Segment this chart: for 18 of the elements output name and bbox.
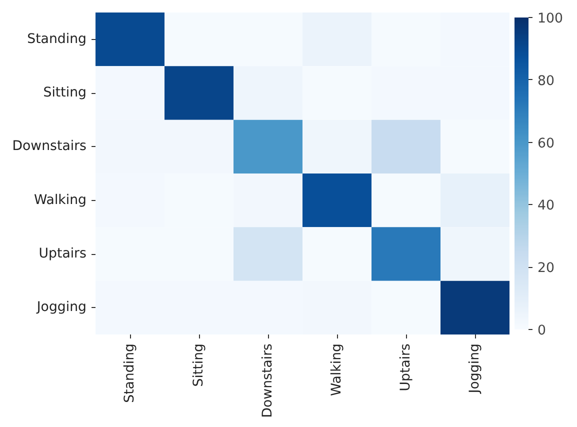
x-tick-label: Downstairs [260, 343, 276, 418]
y-tick-label: Sitting [43, 86, 87, 100]
color-bar-label: 100 [538, 12, 563, 26]
color-bar-label: 20 [538, 261, 554, 276]
color-bar-label: 80 [538, 74, 554, 89]
y-tick-label: Walking [34, 192, 87, 208]
color-bar-label: 40 [538, 198, 554, 214]
color-bar-label: 0 [538, 324, 546, 338]
x-tick-label: Jogging [468, 343, 482, 394]
y-tick-label: Standing [27, 32, 87, 47]
y-tick-label: Jogging [36, 300, 87, 316]
x-tick-label: Standing [122, 343, 138, 403]
color-bar-label: 60 [538, 136, 554, 152]
y-tick-label: Downstairs [12, 139, 87, 154]
x-tick-label: Walking [330, 343, 344, 396]
x-tick-label: Uptairs [398, 343, 414, 392]
x-tick-label: Sitting [192, 343, 206, 387]
y-tick-label: Uptairs [38, 246, 87, 262]
